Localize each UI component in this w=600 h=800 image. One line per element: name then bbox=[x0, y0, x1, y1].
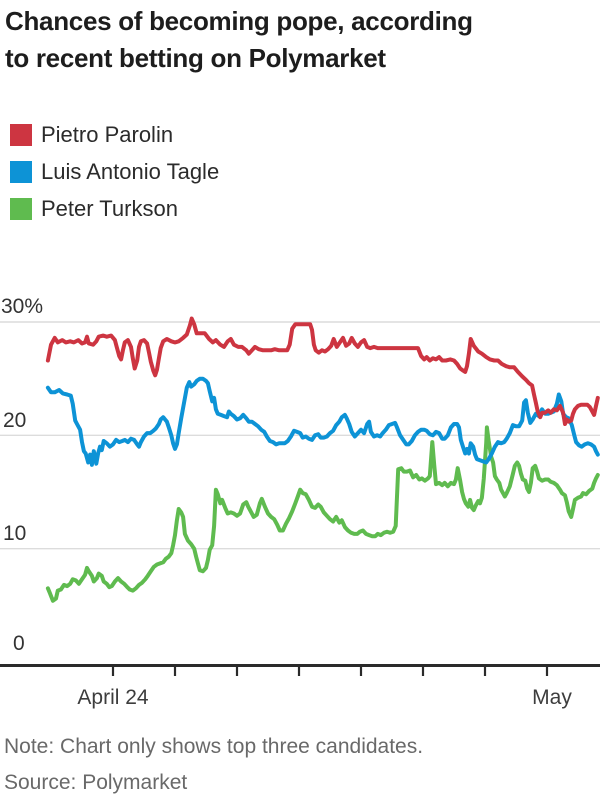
legend-label: Peter Turkson bbox=[41, 195, 178, 221]
legend-swatch-green bbox=[10, 197, 32, 220]
legend-swatch-blue bbox=[10, 160, 32, 183]
series-line-peter-turkson bbox=[45, 425, 600, 603]
series-line-luis-antonio-tagle bbox=[45, 376, 600, 467]
y-axis-label-20: 20 bbox=[3, 409, 27, 432]
chart-legend: Pietro Parolin Luis Antonio Tagle Peter … bbox=[10, 116, 219, 227]
y-axis-label-10: 10 bbox=[3, 522, 27, 545]
y-axis-label-0: 0 bbox=[13, 632, 25, 655]
chart-note: Note: Chart only shows top three candida… bbox=[4, 735, 424, 758]
chart-title: Chances of becoming pope, according to r… bbox=[5, 6, 473, 73]
legend-label: Pietro Parolin bbox=[41, 121, 174, 147]
x-axis-label-may: May bbox=[532, 686, 572, 709]
legend-swatch-red bbox=[10, 123, 32, 146]
legend-label: Luis Antonio Tagle bbox=[41, 158, 220, 184]
legend-item-tagle: Luis Antonio Tagle bbox=[10, 153, 219, 190]
y-axis-label-30: 30% bbox=[1, 295, 44, 318]
x-axis-label-april-24: April 24 bbox=[77, 686, 149, 709]
series-line-pietro-parolin bbox=[45, 316, 600, 426]
legend-item-turkson: Peter Turkson bbox=[10, 190, 219, 227]
legend-item-parolin: Pietro Parolin bbox=[10, 116, 219, 153]
chart-source: Source: Polymarket bbox=[4, 771, 188, 794]
